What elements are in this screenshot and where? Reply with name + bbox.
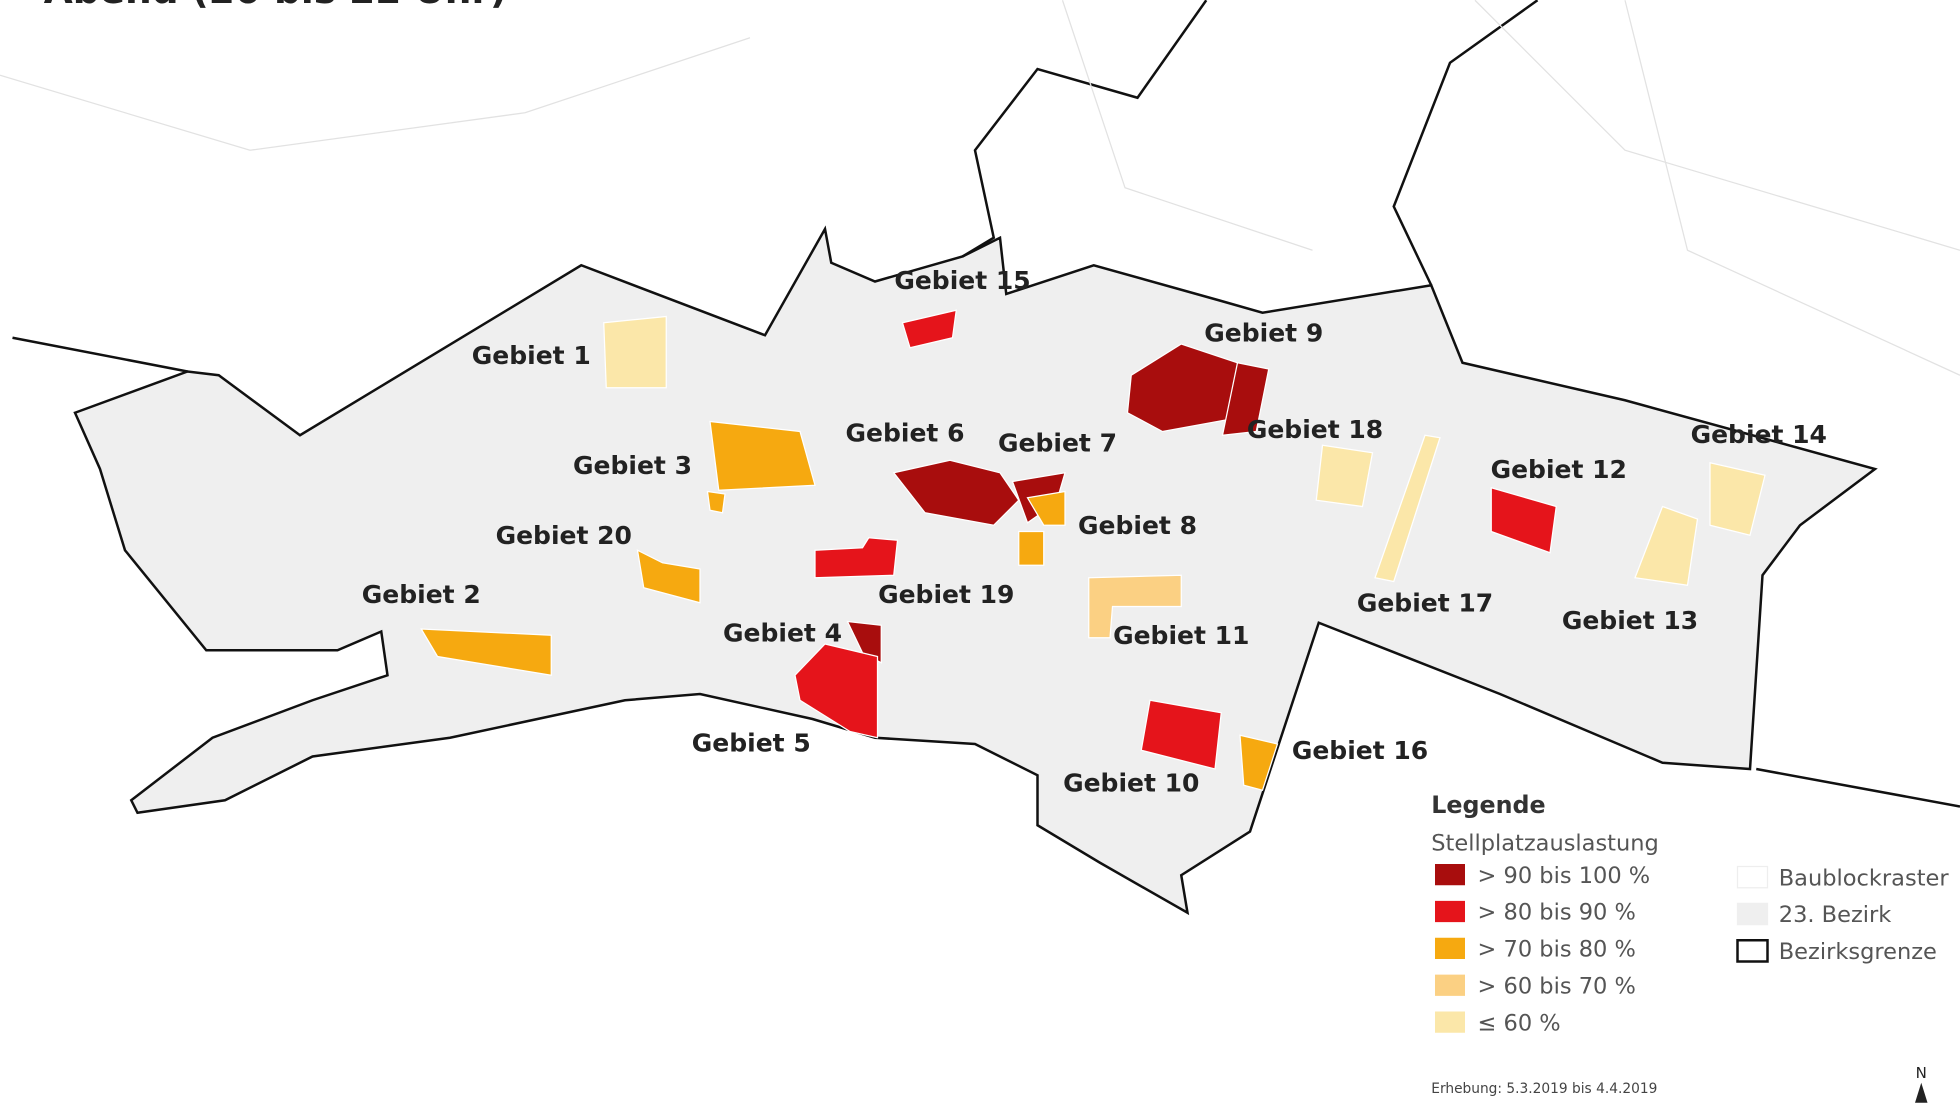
survey-area — [1018, 530, 1045, 566]
area-label: Gebiet 10 — [1063, 769, 1199, 798]
legend-subtitle: Stellplatzauslastung — [1431, 830, 1659, 856]
survey-area — [1315, 444, 1374, 508]
border — [1756, 767, 1960, 808]
footnote: Erhebung: 5.3.2019 bis 4.4.2019 — [1431, 1081, 1657, 1097]
area-label: Gebiet 6 — [846, 419, 965, 448]
survey-area — [901, 309, 957, 349]
survey-area — [709, 420, 816, 491]
legend-label: > 70 bis 80 % — [1478, 937, 1636, 963]
area-label: Gebiet 14 — [1691, 420, 1827, 449]
area-label: Gebiet 2 — [362, 580, 481, 609]
legend-label: ≤ 60 % — [1478, 1010, 1561, 1036]
north-arrow: N — [1916, 1064, 1927, 1082]
area-label: Gebiet 3 — [573, 451, 692, 480]
legend-swatch — [1736, 939, 1769, 963]
survey-area — [1374, 434, 1441, 583]
area-label: Gebiet 11 — [1113, 621, 1249, 650]
legend-swatch — [1435, 937, 1465, 959]
survey-area — [1634, 505, 1699, 586]
area-label: Gebiet 15 — [894, 266, 1030, 295]
area-label: Gebiet 8 — [1078, 511, 1197, 540]
area-label: Gebiet 18 — [1247, 415, 1383, 444]
legend-swatch — [1435, 900, 1465, 923]
legend-label: Baublockraster — [1779, 865, 1950, 891]
survey-area — [420, 628, 552, 676]
legend-swatch — [1435, 1011, 1465, 1033]
legend-swatch — [1736, 865, 1769, 889]
border — [961, 0, 1208, 258]
street — [1624, 0, 1960, 376]
legend-label: > 90 bis 100 % — [1478, 863, 1651, 889]
survey-area — [1088, 574, 1182, 639]
title: Abend (20 bis 22 Uhr) — [44, 0, 507, 12]
district-area — [73, 225, 1878, 916]
survey-area — [636, 549, 701, 604]
street — [1474, 0, 1960, 251]
area-label: Gebiet 17 — [1357, 589, 1493, 618]
survey-area — [1709, 461, 1766, 537]
area-label: Gebiet 20 — [496, 521, 632, 550]
area-label: Gebiet 12 — [1491, 455, 1627, 484]
area-label: Gebiet 9 — [1204, 319, 1323, 348]
area-label: Gebiet 7 — [998, 429, 1117, 458]
area-label: Gebiet 1 — [472, 341, 591, 370]
survey-area — [1490, 486, 1557, 554]
legend-swatch — [1435, 864, 1465, 886]
legend-title: Legende — [1431, 791, 1545, 819]
survey-area — [814, 537, 899, 579]
base-map — [0, 0, 1960, 916]
street — [1061, 0, 1313, 251]
survey-area — [846, 620, 882, 664]
border — [1392, 0, 1539, 286]
survey-area — [1221, 362, 1270, 436]
survey-area — [706, 490, 726, 514]
area-label: Gebiet 5 — [692, 729, 811, 758]
street — [0, 37, 751, 151]
area-label: Gebiet 19 — [878, 580, 1014, 609]
survey-area — [794, 643, 879, 739]
legend-swatch — [1736, 902, 1769, 926]
survey-area — [1239, 734, 1279, 792]
legend-swatch — [1435, 974, 1465, 996]
area-label: Gebiet 4 — [723, 619, 842, 648]
survey-areas — [420, 309, 1766, 792]
area-label: Gebiet 16 — [1292, 736, 1428, 765]
survey-area — [1140, 699, 1222, 770]
survey-area — [1026, 490, 1066, 526]
legend: Legende Stellplatzauslastung > 90 bis 10… — [1431, 791, 1949, 1037]
street-grid — [0, 0, 1960, 376]
area-label: Gebiet 13 — [1562, 606, 1698, 635]
legend-label: Bezirksgrenze — [1779, 939, 1937, 965]
north-arrow-shape — [1915, 1082, 1928, 1103]
area-labels: Gebiet 1 Gebiet 2 Gebiet 3 Gebiet 4 Gebiet 5… — [362, 266, 1827, 798]
district-borders — [12, 0, 1960, 808]
border — [12, 336, 188, 373]
survey-area — [603, 315, 667, 389]
legend-label: > 80 bis 90 % — [1478, 900, 1636, 926]
legend-label: > 60 bis 70 % — [1478, 973, 1636, 999]
legend-label: 23. Bezirk — [1779, 902, 1892, 928]
